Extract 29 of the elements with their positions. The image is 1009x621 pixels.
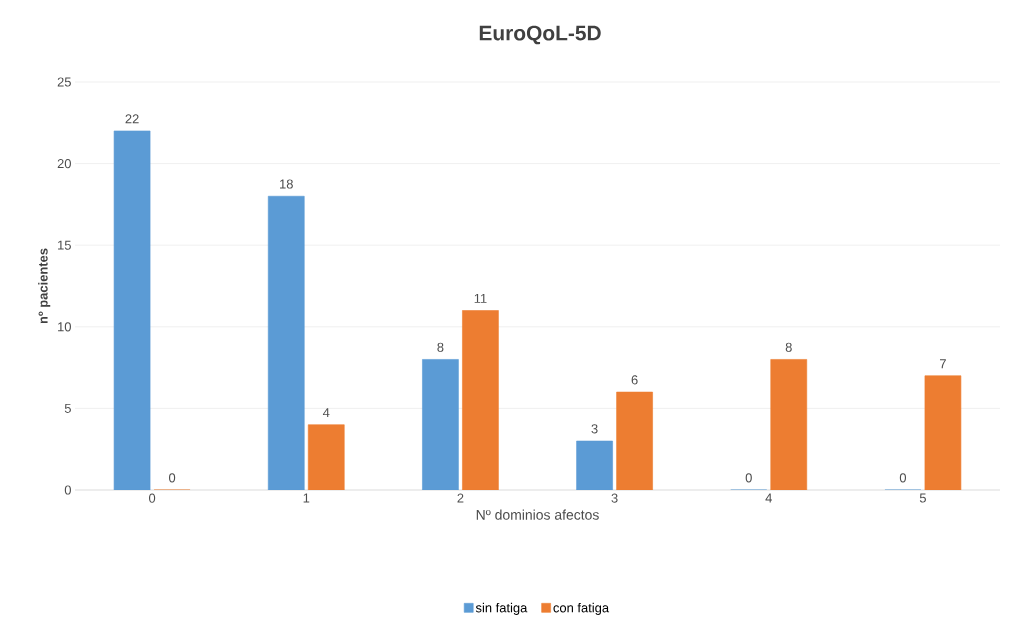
data-label: 8 (437, 342, 444, 352)
data-label: 0 (899, 473, 907, 483)
legend-label: sin fatiga (475, 602, 528, 615)
data-label: 7 (939, 359, 946, 369)
y-tick-label: 5 (64, 403, 71, 413)
x-tick-label: 2 (457, 493, 464, 503)
x-tick-label: 3 (611, 493, 618, 503)
x-tick-label: 5 (919, 493, 926, 503)
data-label: 8 (785, 342, 792, 352)
data-label: 4 (322, 408, 330, 418)
data-label: 0 (745, 473, 752, 483)
x-tick-label: 0 (148, 493, 156, 503)
y-tick-label: 15 (58, 240, 71, 250)
y-tick-label: 20 (57, 159, 71, 169)
y-tick-label: 25 (57, 77, 71, 87)
y-axis-title: nº pacientes (38, 248, 51, 324)
data-label: 22 (125, 114, 139, 124)
data-label: 18 (280, 179, 293, 189)
y-tick-label: 0 (64, 485, 71, 495)
legend-label: con fatiga (553, 602, 610, 615)
y-tick-label: 10 (58, 322, 71, 332)
x-axis-title: Nº dominios afectos (476, 509, 599, 520)
x-tick-label: 4 (765, 493, 772, 503)
chart-title: EuroQoL-5D (479, 25, 601, 45)
data-label: 11 (474, 293, 487, 303)
data-label: 6 (631, 375, 638, 385)
data-label: 3 (591, 424, 598, 434)
x-tick-label: 1 (303, 493, 310, 503)
data-label: 0 (168, 473, 176, 483)
